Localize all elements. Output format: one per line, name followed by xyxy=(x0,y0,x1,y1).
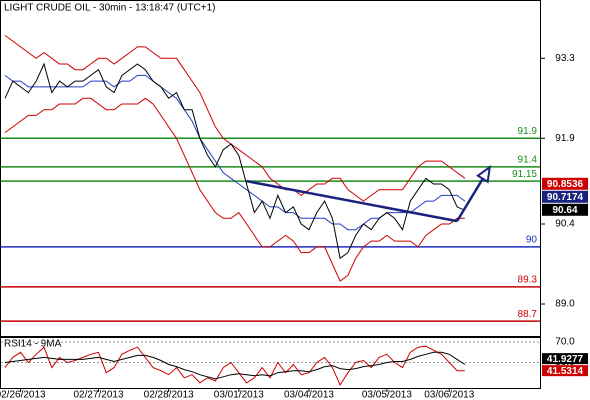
x-tick-label: 03/01/2013 xyxy=(214,390,264,400)
level-label: 90 xyxy=(526,234,538,245)
level-label: 91.15 xyxy=(512,169,537,180)
series-line xyxy=(4,345,465,386)
x-tick-label: 02/28/2013 xyxy=(144,390,194,400)
last-value-box xyxy=(542,177,588,190)
series-line xyxy=(4,351,466,380)
series-line xyxy=(4,62,466,260)
trendline xyxy=(246,179,458,223)
x-tick-label: 02/27/2013 xyxy=(73,390,123,400)
last-value-box xyxy=(542,353,588,365)
y-tick-label: 89.0 xyxy=(555,299,575,310)
series-line xyxy=(4,74,466,231)
level-label: 88.7 xyxy=(518,309,538,320)
level-label: 91.9 xyxy=(518,126,538,137)
x-tick-label: 02/26/2013 xyxy=(0,390,46,400)
x-tick-label: 03/04/2013 xyxy=(284,390,334,400)
rsi-frame xyxy=(0,337,541,389)
x-tick-label: 03/05/2013 xyxy=(362,390,412,400)
x-tick-label: 03/06/2013 xyxy=(424,390,474,400)
level-label: 89.3 xyxy=(518,274,538,285)
last-value-label: 90.7174 xyxy=(547,192,584,203)
last-value-label: 41.9277 xyxy=(547,354,584,365)
last-value-box xyxy=(542,365,588,377)
series-line xyxy=(4,34,466,202)
level-label: 91.4 xyxy=(518,154,538,165)
chart-title: LIGHT CRUDE OIL - 30min - 13:18:47 (UTC+… xyxy=(4,3,215,14)
last-value-label: 41.5314 xyxy=(547,366,584,377)
last-value-box xyxy=(542,190,588,203)
last-value-label: 90.8536 xyxy=(547,179,584,190)
y-tick-label: 93.3 xyxy=(555,53,575,64)
rsi-tick-label: 70.0 xyxy=(555,337,575,348)
series-line xyxy=(4,97,465,282)
last-value-label: 90.64 xyxy=(552,205,577,216)
arrow-head xyxy=(476,164,492,184)
rsi-title: RSI14 - 9MA xyxy=(4,339,62,350)
last-value-box xyxy=(542,203,588,216)
y-tick-label: 91.9 xyxy=(555,133,575,144)
main-frame xyxy=(0,0,541,337)
y-tick-label: 90.4 xyxy=(555,219,575,230)
